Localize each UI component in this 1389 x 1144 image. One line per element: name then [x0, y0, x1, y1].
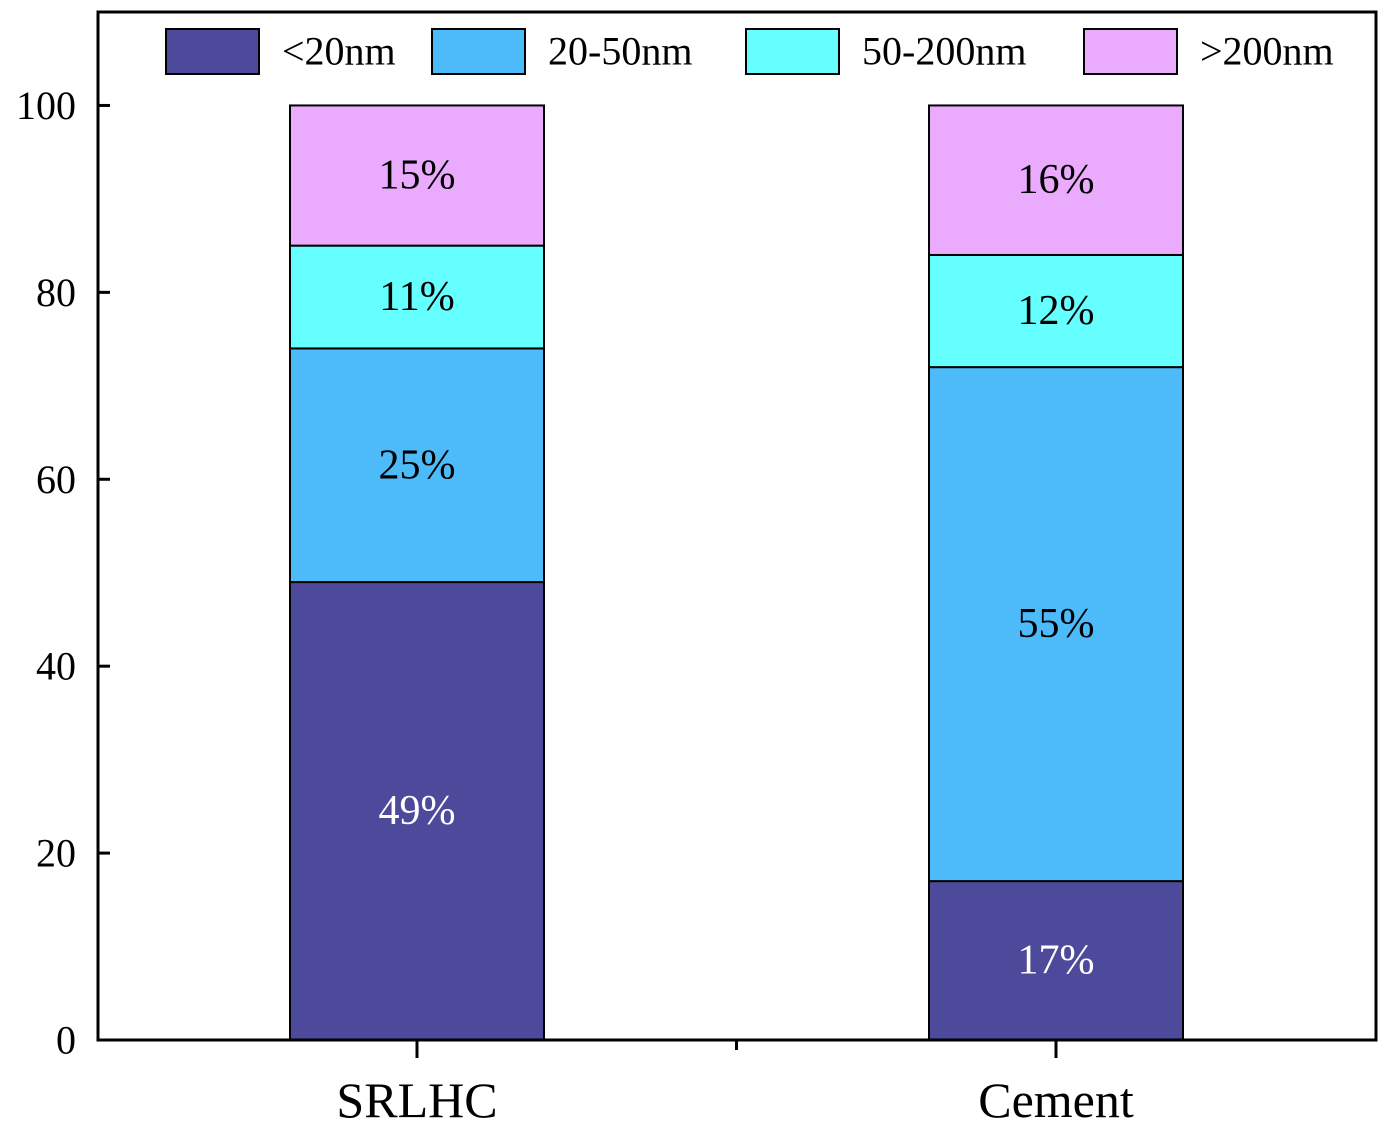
y-tick-label: 100	[16, 83, 76, 128]
bar-segment-srlhc-20-50nm	[289, 347, 545, 584]
x-tick-label-cement: Cement	[978, 1072, 1134, 1128]
y-tick-label: 60	[36, 457, 76, 502]
bar-label-srlhc-20nm: 49%	[379, 788, 456, 834]
bar-label-srlhc-20-50nm: 25%	[379, 442, 456, 488]
bar-segment-cement-20-50nm	[928, 366, 1184, 883]
bar-label-srlhc-200nm: 15%	[379, 153, 456, 199]
bar-segment-cement-20nm	[928, 880, 1184, 1041]
bar-label-cement-20-50nm: 55%	[1018, 601, 1095, 647]
bar-label-cement-50-200nm: 12%	[1018, 288, 1095, 334]
legend-label-50-200nm: 50-200nm	[862, 29, 1026, 74]
bar-label-cement-20nm: 17%	[1018, 938, 1095, 984]
legend: <20nm 20-50nm 50-200nm >200nm	[165, 28, 1334, 75]
bar-segment-cement-200nm	[928, 104, 1184, 256]
legend-swatch-200nm	[1083, 28, 1178, 75]
legend-label-200nm: >200nm	[1200, 29, 1334, 74]
y-tick-label: 40	[36, 644, 76, 689]
y-tick-label: 80	[36, 270, 76, 315]
bar-label-cement-200nm: 16%	[1018, 157, 1095, 203]
bars-layer: 49% 25% 11% 15% 17% 55% 12% 16%	[289, 104, 1184, 1042]
legend-label-20nm: <20nm	[282, 29, 396, 74]
bar-segment-srlhc-20nm	[289, 581, 545, 1042]
bar-segment-cement-50-200nm	[928, 253, 1184, 369]
bar-label-srlhc-50-200nm: 11%	[379, 274, 454, 320]
axes-layer: 0 20 40 60 80 100 SRLHC Cement	[16, 10, 1378, 1128]
legend-swatch-20-50nm	[431, 28, 526, 75]
x-tick-label-srlhc: SRLHC	[336, 1072, 497, 1128]
bar-segment-srlhc-200nm	[289, 104, 545, 247]
legend-swatch-20nm	[165, 28, 260, 75]
y-tick-label: 0	[56, 1018, 76, 1063]
y-tick-label: 20	[36, 831, 76, 876]
legend-swatch-50-200nm	[745, 28, 840, 75]
legend-label-20-50nm: 20-50nm	[548, 29, 692, 74]
